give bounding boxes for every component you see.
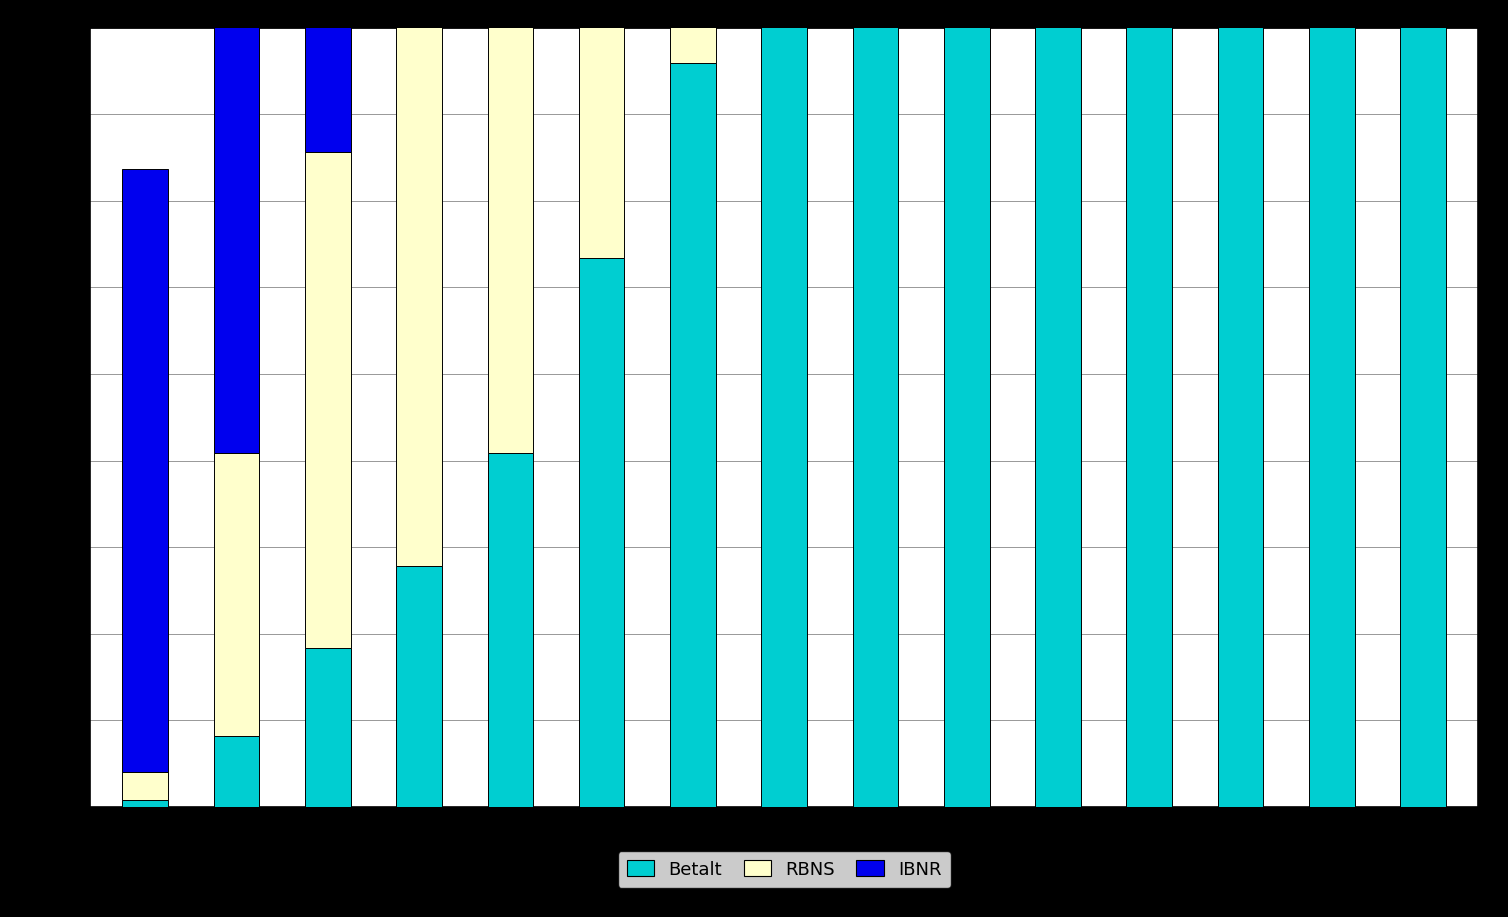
Bar [122,800,167,807]
Bar [1034,0,1081,807]
Bar [670,0,716,63]
Bar [852,0,899,807]
Bar [305,0,350,151]
Bar [122,771,167,800]
Bar [122,170,167,771]
Bar [1217,0,1264,807]
Bar [670,63,716,807]
Bar [305,647,350,807]
Bar [305,151,350,647]
Bar [487,453,534,807]
Bar [1309,0,1354,807]
Bar [1401,0,1446,807]
Bar [944,0,989,807]
Bar [1126,0,1172,807]
Bar [579,0,624,258]
Bar [579,258,624,807]
Bar [214,0,259,453]
Bar [214,736,259,807]
Bar [397,0,442,566]
Bar [397,566,442,807]
Bar [214,453,259,736]
Bar [762,0,807,807]
Bar [487,0,534,453]
Legend: Betalt, RBNS, IBNR: Betalt, RBNS, IBNR [618,851,950,888]
